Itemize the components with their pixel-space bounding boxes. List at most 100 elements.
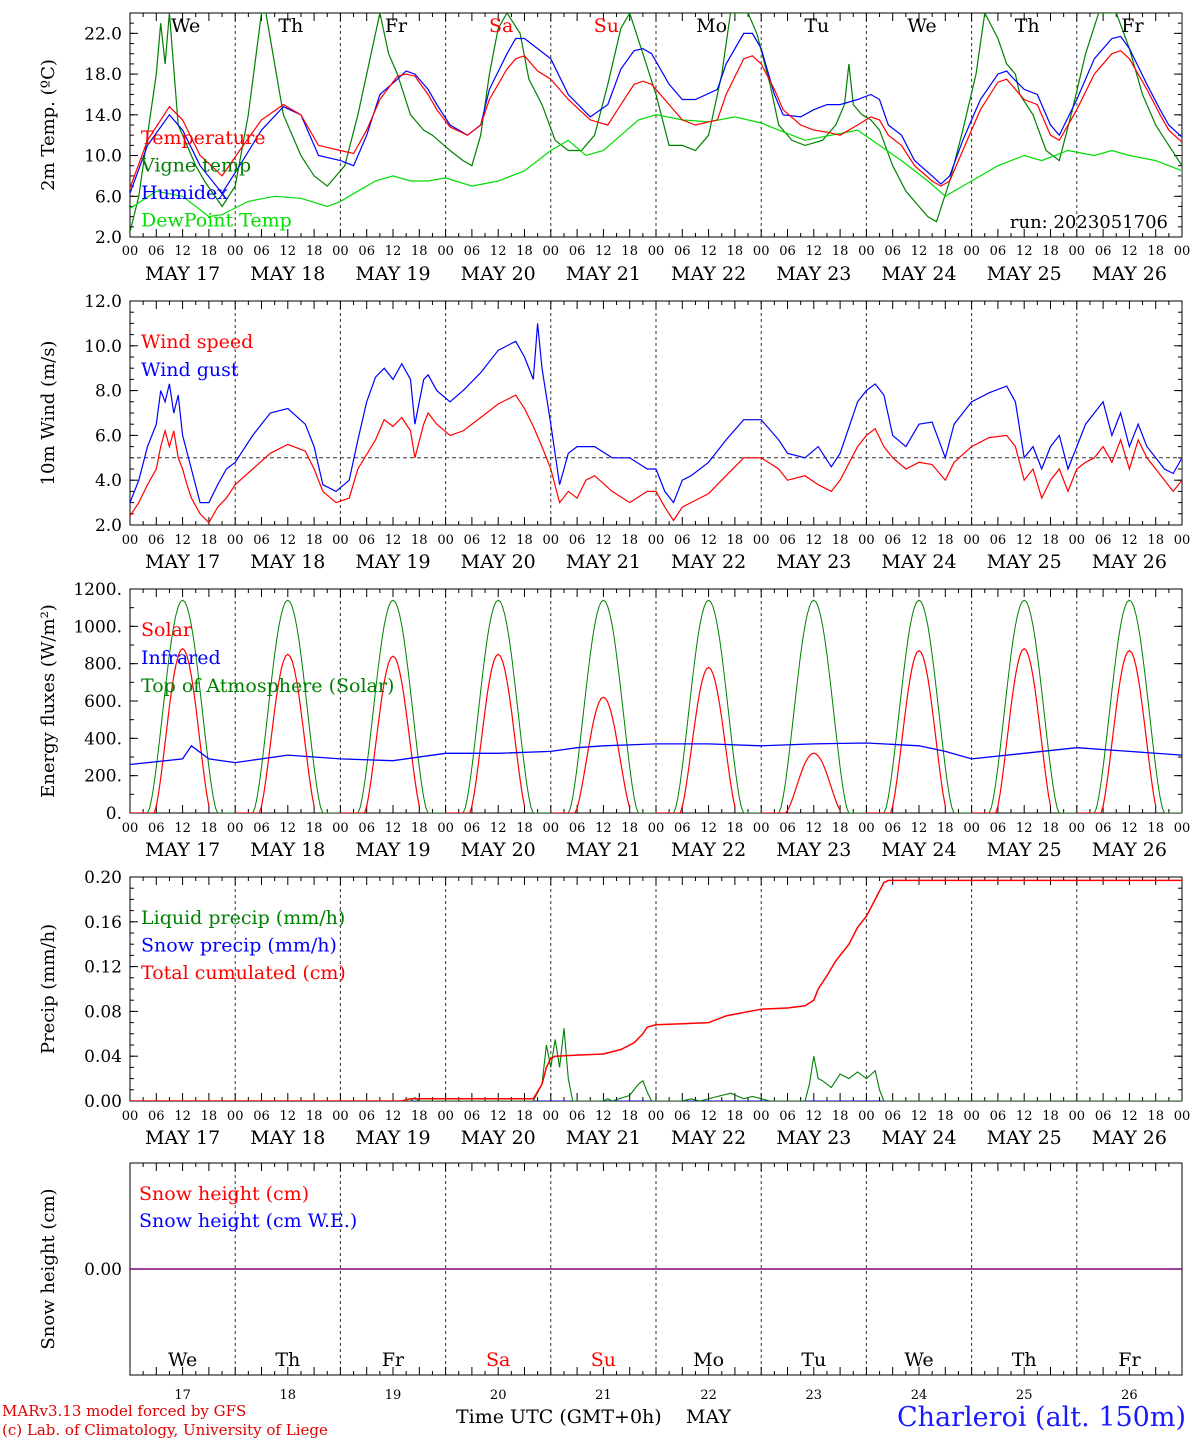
hour-tick-label: 00	[963, 821, 980, 836]
weekday-label: Fr	[385, 15, 408, 37]
hour-tick-label: 00	[648, 533, 665, 548]
hour-tick-label: 18	[727, 1109, 744, 1124]
hour-tick-label: 00	[648, 1109, 665, 1124]
hour-tick-label: 12	[1016, 533, 1033, 548]
series-line	[550, 696, 631, 813]
hour-tick-label: 18	[1042, 1109, 1059, 1124]
hour-tick-label: 12	[911, 533, 928, 548]
hour-tick-label: 00	[858, 821, 875, 836]
date-label: MAY 25	[987, 551, 1062, 573]
hour-tick-label: 18	[1042, 244, 1059, 259]
plot-area	[130, 323, 1182, 524]
weekday-label: Su	[594, 15, 619, 37]
series-line	[656, 666, 736, 813]
date-label: MAY 24	[881, 1127, 956, 1149]
hour-tick-label: 06	[464, 244, 481, 259]
day-number-label: 20	[490, 1388, 507, 1403]
legend-entry: Snow precip (mm/h)	[141, 935, 337, 957]
date-label: MAY 21	[566, 839, 641, 861]
series-line	[1076, 649, 1157, 813]
date-label: MAY 18	[250, 1127, 325, 1149]
y-tick-label: 18.0	[84, 65, 122, 85]
hour-tick-label: 18	[201, 821, 218, 836]
y-tick-label: 400.	[84, 729, 122, 749]
hour-tick-label: 12	[490, 821, 507, 836]
hour-tick-label: 00	[437, 244, 454, 259]
hour-tick-label: 06	[148, 1109, 165, 1124]
hour-tick-label: 18	[411, 533, 428, 548]
weekday-label: We	[907, 15, 936, 37]
series-line	[866, 599, 972, 813]
hour-tick-label: 12	[911, 244, 928, 259]
hour-tick-label: 18	[516, 821, 533, 836]
weekday-label: Tu	[804, 15, 829, 37]
y-axis-label: Precip (mm/h)	[38, 924, 59, 1054]
y-tick-label: 14.0	[84, 106, 122, 126]
hour-tick-label: 06	[569, 533, 586, 548]
hour-tick-label: 06	[358, 1109, 375, 1124]
hour-tick-label: 06	[990, 1109, 1007, 1124]
y-tick-label: 1200.	[73, 580, 122, 600]
hour-tick-label: 00	[963, 244, 980, 259]
hour-tick-label: 00	[332, 244, 349, 259]
series-line	[656, 599, 762, 813]
hour-tick-label: 12	[1016, 244, 1033, 259]
series-line	[130, 50, 1182, 189]
legend-entry: Snow height (cm W.E.)	[139, 1210, 357, 1232]
weekday-label: Th	[1012, 1349, 1037, 1371]
hour-tick-label: 18	[832, 821, 849, 836]
y-tick-label: 12.0	[84, 292, 122, 312]
hour-tick-label: 12	[490, 1109, 507, 1124]
date-label: MAY 25	[987, 839, 1062, 861]
y-tick-label: 1000.	[73, 617, 122, 637]
y-tick-label: 4.0	[95, 471, 122, 491]
hour-tick-label: 18	[201, 1109, 218, 1124]
hour-tick-label: 00	[753, 533, 770, 548]
date-label: MAY 25	[987, 1127, 1062, 1149]
date-label: MAY 18	[250, 551, 325, 573]
hour-tick-label: 06	[674, 244, 691, 259]
weekday-label: Th	[1015, 15, 1040, 37]
hour-tick-label: 06	[358, 533, 375, 548]
date-label: MAY 17	[145, 1127, 220, 1149]
hour-tick-label: 00	[437, 821, 454, 836]
hour-tick-label: 00	[543, 533, 560, 548]
date-label: MAY 23	[776, 263, 851, 285]
hour-tick-label: 00	[858, 1109, 875, 1124]
series-line	[130, 1028, 1182, 1101]
hour-tick-label: 06	[1095, 244, 1112, 259]
y-axis-label: 10m Wind (m/s)	[38, 341, 59, 486]
date-label: MAY 24	[881, 263, 956, 285]
hour-tick-label: 12	[806, 1109, 823, 1124]
y-tick-label: 0.12	[84, 958, 122, 978]
hour-tick-label: 06	[884, 821, 901, 836]
hour-tick-label: 06	[253, 244, 270, 259]
y-tick-label: 800.	[84, 655, 122, 675]
hour-tick-label: 06	[674, 533, 691, 548]
hour-tick-label: 06	[884, 533, 901, 548]
day-number-label: 18	[280, 1388, 297, 1403]
hour-tick-label: 18	[832, 1109, 849, 1124]
date-label: MAY 21	[566, 1127, 641, 1149]
day-number-label: 26	[1121, 1388, 1138, 1403]
date-label: MAY 26	[1092, 263, 1167, 285]
hour-tick-label: 18	[937, 533, 954, 548]
hour-tick-label: 00	[858, 533, 875, 548]
hour-tick-label: 00	[1174, 533, 1191, 548]
hour-tick-label: 12	[280, 1109, 297, 1124]
hour-tick-label: 12	[1121, 533, 1138, 548]
hour-tick-label: 18	[727, 821, 744, 836]
y-tick-label: 2.0	[95, 228, 122, 248]
hour-tick-label: 18	[1042, 821, 1059, 836]
day-number-label: 17	[174, 1388, 191, 1403]
hour-tick-label: 12	[911, 1109, 928, 1124]
hour-tick-label: 00	[543, 244, 560, 259]
series-line	[130, 599, 236, 813]
series-line	[761, 599, 867, 813]
hour-tick-label: 00	[543, 821, 560, 836]
y-tick-label: 0.04	[84, 1047, 122, 1067]
y-tick-label: 0.16	[84, 913, 122, 933]
hour-tick-label: 12	[280, 244, 297, 259]
hour-tick-label: 18	[411, 244, 428, 259]
hour-tick-label: 18	[727, 533, 744, 548]
